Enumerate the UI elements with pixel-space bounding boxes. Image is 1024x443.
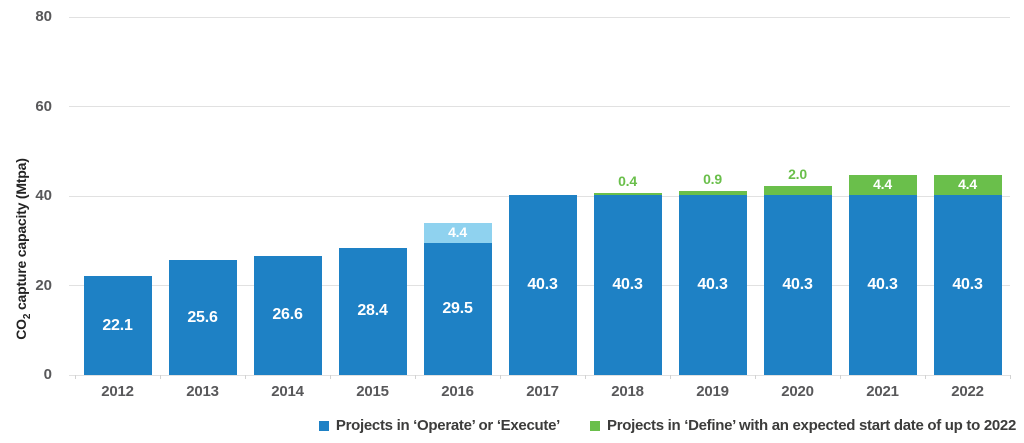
x-tick-label-2021: 2021	[866, 383, 899, 400]
bar-segment-operate-execute	[168, 260, 237, 375]
bar-value-label: 28.4	[357, 302, 388, 320]
x-tick-label-2018: 2018	[611, 383, 644, 400]
x-tick-label-2020: 2020	[781, 383, 814, 400]
legend-swatch-1	[589, 420, 600, 431]
legend-item-1: Projects in ‘Define’ with an expected st…	[589, 417, 1016, 434]
plot-area: 22.1 2012 25.6 2013 26.6 2014 28.4 2015 29.5 4.4 2…	[69, 16, 1011, 400]
bar-segment-operate-execute	[253, 255, 322, 375]
y-axis: 0 20 40 60 80	[0, 9, 62, 383]
x-axis-tick	[500, 375, 501, 379]
x-axis-tick	[75, 375, 76, 379]
bar-value-label: 40.3	[697, 275, 728, 293]
bar-value-label: 26.6	[272, 306, 303, 324]
bar-value-label: 25.6	[187, 308, 218, 326]
bar-top-value-label: 4.4	[448, 224, 467, 241]
bar-segment-define	[593, 192, 662, 195]
x-axis-tick	[330, 375, 331, 379]
y-tick-label-0: 0	[43, 366, 52, 383]
legend-label-1: Projects in ‘Define’ with an expected st…	[606, 417, 1016, 434]
bar-value-label: 40.3	[782, 275, 813, 293]
bar-2018: 40.3 0.4	[593, 173, 662, 375]
bar-value-label: 22.1	[102, 316, 133, 334]
bar-value-label: 40.3	[612, 275, 643, 293]
bar-segment-define	[678, 190, 747, 195]
bar-2014: 26.6	[253, 255, 322, 375]
bar-segment-define	[763, 185, 832, 195]
x-tick-label-2013: 2013	[186, 383, 219, 400]
bar-2015: 28.4	[338, 247, 407, 375]
x-axis-tick	[585, 375, 586, 379]
gridline-80	[69, 16, 1010, 18]
bar-segment-define	[848, 174, 917, 195]
y-tick-label-80: 80	[35, 8, 52, 25]
bar-segment-define	[423, 223, 492, 243]
x-axis-tick	[755, 375, 756, 379]
x-tick-label-2014: 2014	[271, 383, 304, 400]
legend: Projects in ‘Operate’ or ‘Execute’ Projec…	[318, 417, 1016, 434]
bar-2022: 40.3 4.4	[933, 174, 1002, 375]
bar-top-value-label: 2.0	[788, 165, 807, 182]
bar-segment-operate-execute	[763, 194, 832, 375]
y-tick-label-60: 60	[35, 97, 52, 115]
x-tick-label-2017: 2017	[526, 383, 559, 400]
x-tick-label-2022: 2022	[951, 383, 984, 400]
x-tick-label-2019: 2019	[696, 383, 729, 400]
bar-value-label: 29.5	[442, 300, 473, 317]
x-axis-tick	[245, 375, 246, 379]
x-axis-tick	[415, 375, 416, 379]
x-axis-tick	[1010, 375, 1011, 379]
y-tick-label-20: 20	[35, 276, 52, 294]
legend-item-0: Projects in ‘Operate’ or ‘Execute’	[318, 417, 560, 434]
bar-2020: 40.3 2.0	[763, 166, 832, 375]
bar-2019: 40.3 0.9	[678, 171, 747, 375]
gridline-60	[69, 106, 1010, 107]
gridline-0	[69, 374, 1010, 376]
bar-segment-operate-execute	[593, 194, 662, 375]
bar-value-label: 40.3	[952, 275, 983, 293]
x-tick-label-2015: 2015	[356, 383, 389, 400]
x-axis-tick	[840, 375, 841, 379]
bar-segment-operate-execute	[848, 194, 917, 375]
x-axis-tick	[160, 375, 161, 379]
bar-2016: 29.5 4.4	[423, 223, 492, 375]
bar-2013: 25.6	[168, 260, 237, 375]
bar-segment-define	[933, 174, 1002, 195]
bar-value-label: 40.3	[867, 275, 898, 293]
bar-top-value-label: 4.4	[958, 175, 977, 192]
bar-top-value-label: 4.4	[873, 175, 892, 192]
x-axis-tick	[670, 375, 671, 379]
bar-segment-operate-execute	[423, 243, 492, 375]
bar-2017: 40.3	[508, 194, 577, 375]
legend-label-0: Projects in ‘Operate’ or ‘Execute’	[335, 417, 560, 434]
bar-top-value-label: 0.4	[618, 172, 637, 189]
bar-2021: 40.3 4.4	[848, 174, 917, 375]
x-axis-tick	[925, 375, 926, 379]
x-tick-label-2016: 2016	[441, 383, 474, 400]
bar-top-value-label: 0.9	[703, 170, 722, 187]
bar-segment-operate-execute	[338, 247, 407, 375]
bar-segment-operate-execute	[83, 276, 152, 375]
bar-segment-operate-execute	[933, 194, 1002, 375]
x-tick-label-2012: 2012	[101, 383, 134, 400]
bar-2012: 22.1	[83, 276, 152, 375]
bar-segment-operate-execute	[508, 194, 577, 375]
y-tick-label-40: 40	[35, 187, 52, 204]
bar-value-label: 40.3	[527, 275, 558, 293]
bar-segment-operate-execute	[678, 194, 747, 375]
legend-swatch-0	[318, 420, 329, 431]
